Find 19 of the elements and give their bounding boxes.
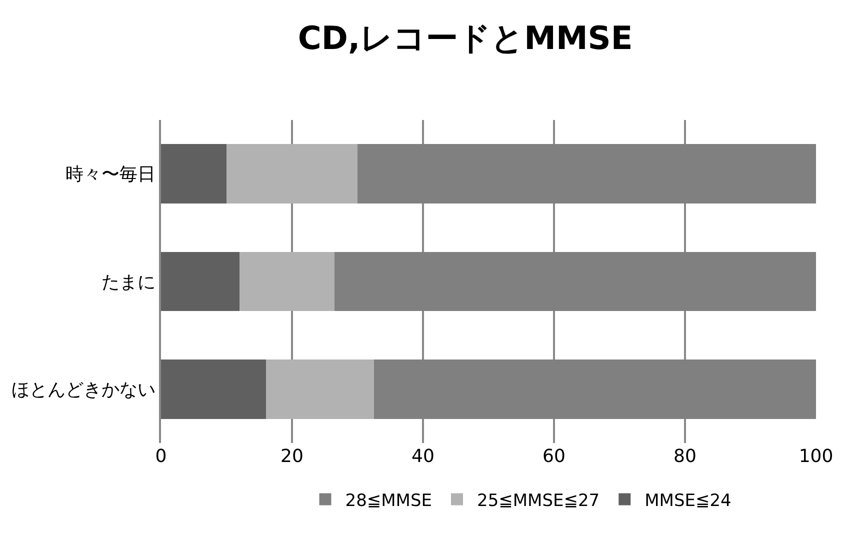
- x-tick-label: 100: [798, 446, 834, 467]
- bar: [161, 360, 266, 419]
- legend-label: MMSE≦24: [644, 490, 732, 511]
- x-tick-label: 40: [412, 446, 434, 467]
- bar: [240, 252, 335, 312]
- y-tick-label: ほとんどきかない: [12, 379, 156, 400]
- chart-title: CD,レコードとMMSE: [298, 19, 633, 58]
- legend-label: 25≦MMSE≦27: [477, 490, 600, 511]
- x-tick-label: 60: [542, 446, 566, 467]
- y-tick-label: 時々〜毎日: [66, 164, 156, 186]
- bar: [161, 252, 240, 312]
- x-tick-label: 20: [280, 446, 304, 467]
- bar: [266, 360, 374, 419]
- bar: [161, 144, 226, 204]
- bar: [226, 144, 358, 204]
- legend-label: 28≦MMSE: [345, 490, 432, 511]
- x-tick-label: 0: [155, 446, 167, 467]
- x-tick-label: 80: [674, 446, 696, 467]
- y-tick-label: たまに: [102, 272, 156, 293]
